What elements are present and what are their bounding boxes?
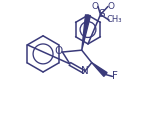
Polygon shape	[92, 63, 107, 76]
Text: CH₃: CH₃	[106, 15, 122, 25]
Text: S: S	[99, 9, 105, 19]
Text: O: O	[92, 2, 99, 11]
Text: N: N	[81, 66, 89, 76]
Polygon shape	[82, 15, 90, 50]
Text: O: O	[55, 46, 63, 56]
Text: O: O	[107, 2, 114, 11]
Text: F: F	[112, 71, 118, 81]
